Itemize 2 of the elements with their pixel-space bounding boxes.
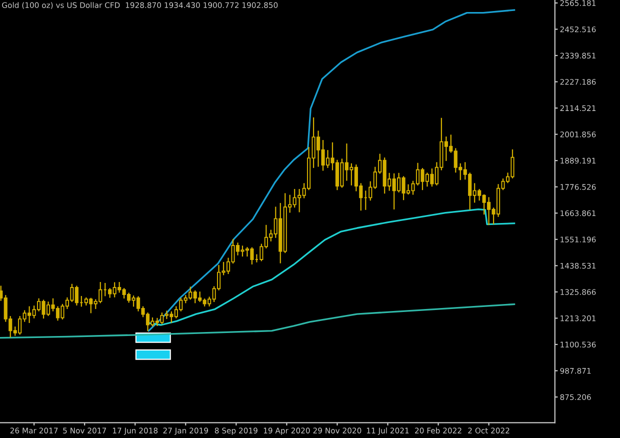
line-series	[0, 303, 516, 339]
line-series	[148, 9, 516, 332]
